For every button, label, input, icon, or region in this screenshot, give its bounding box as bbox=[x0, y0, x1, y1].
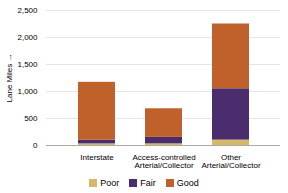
svg-text:OtherArterial/Collector: OtherArterial/Collector bbox=[201, 153, 260, 170]
html-text:Fair: Fair bbox=[140, 178, 156, 188]
svg-text:Access-controlledArterial/Coll: Access-controlledArterial/Collector bbox=[132, 153, 195, 170]
html-text:Poor: Poor bbox=[100, 178, 120, 188]
svg-text:Lane Miles →: Lane Miles → bbox=[5, 54, 14, 103]
svg-text:2,000: 2,000 bbox=[17, 33, 38, 42]
html-text:Good: Good bbox=[176, 178, 199, 188]
svg-text:500: 500 bbox=[24, 114, 38, 123]
svg-text:2,500: 2,500 bbox=[17, 6, 38, 15]
svg-text:1,000: 1,000 bbox=[17, 87, 38, 96]
svg-text:Interstate: Interstate bbox=[80, 153, 114, 162]
svg-text:1,500: 1,500 bbox=[17, 60, 38, 69]
svg-text:0: 0 bbox=[33, 141, 38, 150]
